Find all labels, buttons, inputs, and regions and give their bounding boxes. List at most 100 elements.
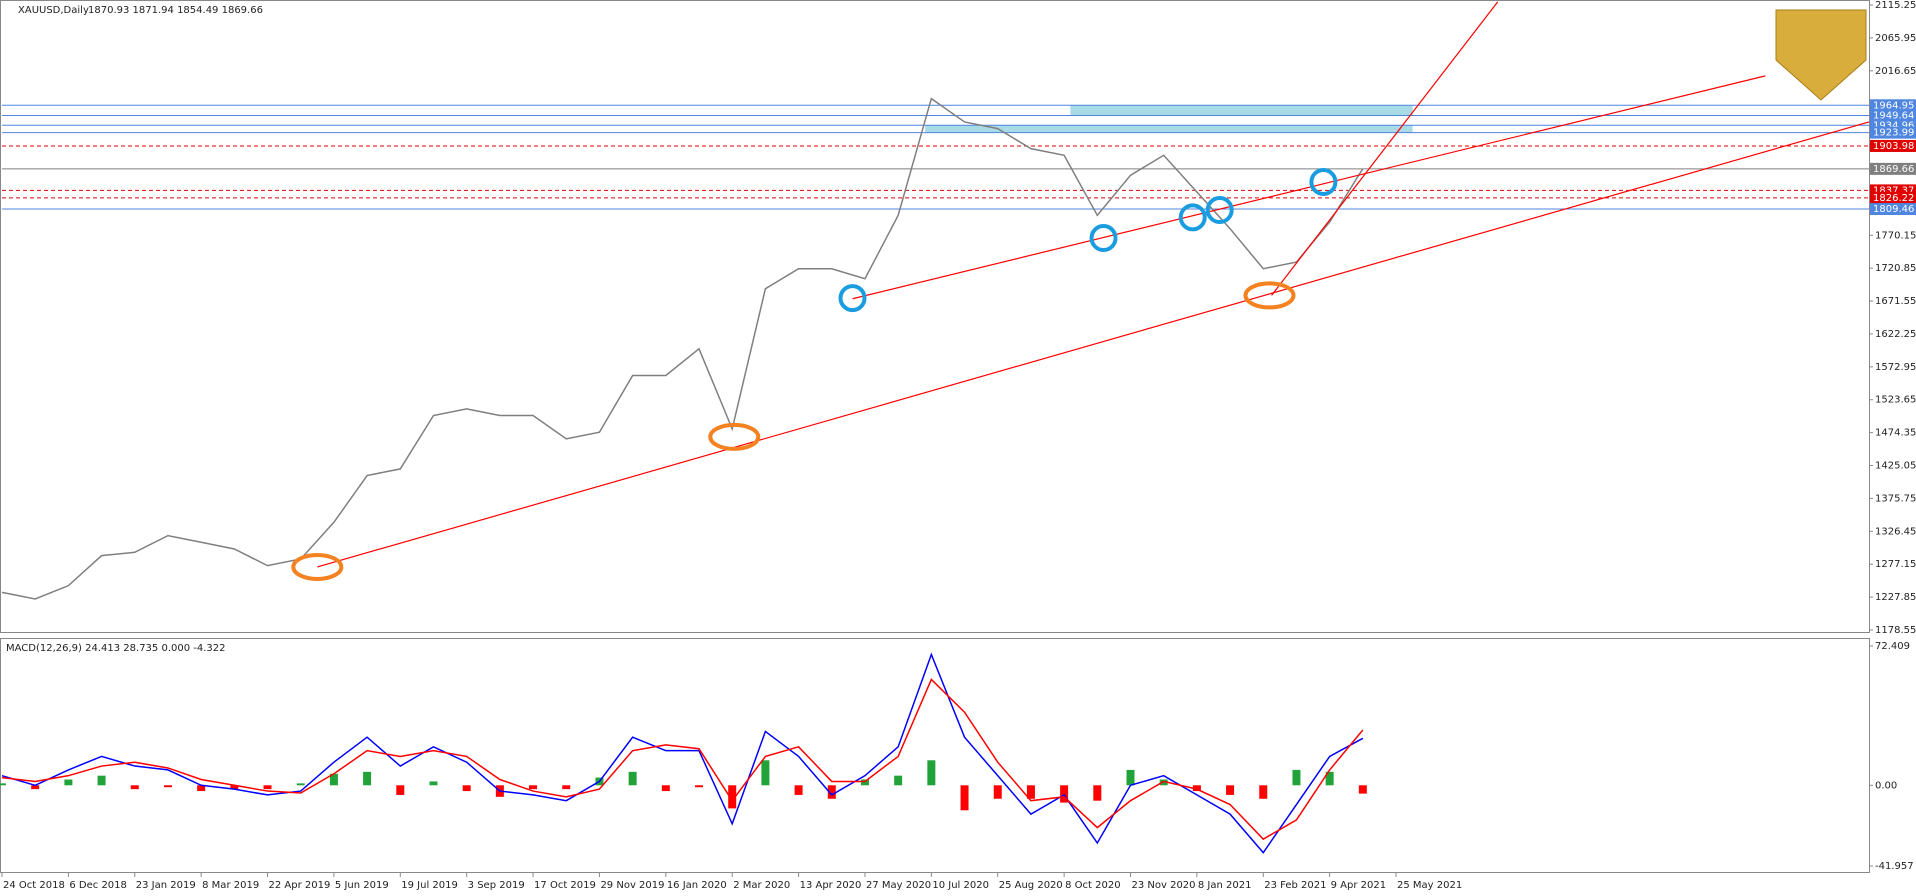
x-tick-label: 8 Oct 2020 (1065, 880, 1120, 891)
chart-title: XAUUSD,Daily (18, 5, 89, 16)
level-tag (1870, 139, 1916, 152)
y-tick-label: 1178.55 (1875, 625, 1916, 636)
histogram-bar (64, 779, 73, 786)
price-line (1, 97, 1364, 600)
histogram-bar (1026, 785, 1035, 799)
y-tick-label: 2016.65 (1875, 66, 1916, 77)
y-tick-label: 1671.55 (1875, 296, 1916, 307)
histogram-bar (661, 785, 670, 792)
histogram-bar (628, 771, 637, 786)
x-tick-label: 23 Jan 2019 (136, 880, 196, 891)
level-label: 1809.46 (1873, 204, 1914, 215)
y-tick-label: 1523.65 (1875, 395, 1916, 406)
histogram-bar (1226, 785, 1235, 795)
histogram-bar (429, 781, 438, 786)
level-label: 1869.66 (1873, 164, 1914, 175)
x-tick-label: 23 Feb 2021 (1264, 880, 1326, 891)
histogram-bar (1060, 785, 1069, 803)
x-tick-label: 10 Jul 2020 (932, 880, 989, 891)
price-panel (0, 0, 1870, 633)
histogram-bar (860, 779, 869, 786)
x-tick-label: 16 Jan 2020 (667, 880, 727, 891)
histogram-bar (1325, 771, 1334, 786)
x-tick-label: 29 Nov 2019 (600, 880, 664, 891)
x-tick-label: 25 Aug 2020 (999, 880, 1063, 891)
level-label: 1934.96 (1873, 120, 1914, 131)
x-tick-label: 22 Apr 2019 (269, 880, 331, 891)
histogram-bar (163, 785, 172, 788)
histogram-bar (0, 783, 6, 786)
highlight (838, 284, 867, 313)
x-tick-label: 25 May 2021 (1397, 880, 1462, 891)
chart-subtitle: 1870.93 1871.94 1854.49 1869.66 (88, 5, 263, 16)
histogram-bar (31, 785, 40, 790)
highlight (291, 552, 344, 581)
level-label: 1826.22 (1873, 193, 1914, 204)
histogram-bar (1192, 785, 1201, 792)
y-tick-label: -41.957 (1875, 861, 1914, 872)
histogram-bar (329, 773, 338, 786)
histogram-bar (1358, 785, 1367, 794)
histogram-bar (695, 785, 704, 788)
level-tag (1870, 126, 1916, 139)
x-tick-label: 5 Jun 2019 (335, 880, 389, 891)
histogram-bar (1093, 785, 1102, 801)
histogram-bar (1259, 785, 1268, 799)
highlight (1243, 281, 1296, 310)
histogram-bar (794, 785, 803, 795)
x-tick-label: 8 Mar 2019 (202, 880, 259, 891)
histogram-bar (97, 775, 106, 786)
y-tick-label: 1572.95 (1875, 362, 1916, 373)
level-tag (1870, 203, 1916, 216)
zone (1070, 105, 1413, 116)
y-tick-label: 1326.45 (1875, 526, 1916, 537)
zone (925, 125, 1413, 133)
trendline (317, 121, 1870, 568)
level-label: 1923.99 (1873, 128, 1914, 139)
histogram-bar (993, 785, 1002, 799)
x-tick-label: 8 Jan 2021 (1198, 880, 1252, 891)
trendline (852, 75, 1766, 300)
x-tick-label: 2 Mar 2020 (733, 880, 790, 891)
histogram-bar (462, 785, 471, 792)
y-tick-label: 1277.15 (1875, 559, 1916, 570)
y-tick-label: 2115.25 (1875, 0, 1916, 11)
macd-panel (0, 638, 1870, 873)
trendline (1271, 1, 1499, 296)
logo (1775, 9, 1867, 101)
histogram-bar (927, 760, 936, 786)
histogram-bar (363, 771, 372, 786)
y-tick-label: 1425.05 (1875, 461, 1916, 472)
highlight (708, 422, 761, 451)
x-tick-label: 17 Oct 2019 (534, 880, 596, 891)
highlight (1309, 167, 1338, 196)
macd-line (1, 678, 1364, 841)
level-label: 1964.95 (1873, 100, 1914, 111)
y-tick-label: 2065.95 (1875, 33, 1916, 44)
x-tick-label: 23 Nov 2020 (1131, 880, 1195, 891)
histogram-bar (197, 785, 206, 792)
y-tick-label: 1474.35 (1875, 428, 1916, 439)
histogram-bar (960, 785, 969, 811)
level-label: 1903.98 (1873, 141, 1914, 152)
histogram-bar (728, 785, 737, 809)
level-tag (1870, 191, 1916, 204)
histogram-bar (130, 785, 139, 790)
histogram-bar (396, 785, 405, 795)
histogram-bar (1126, 769, 1135, 786)
macd-line (1, 652, 1364, 854)
level-tag (1870, 109, 1916, 122)
x-tick-label: 6 Dec 2018 (69, 880, 127, 891)
macd-title: MACD(12,26,9) 24.413 28.735 0.000 -4.322 (6, 643, 226, 654)
highlight (1089, 224, 1118, 253)
histogram-bar (894, 775, 903, 786)
histogram-bar (296, 783, 305, 786)
x-tick-label: 27 May 2020 (866, 880, 931, 891)
highlight (1178, 203, 1207, 232)
histogram-bar (1159, 779, 1168, 786)
histogram-bar (263, 785, 272, 790)
x-tick-label: 9 Apr 2021 (1331, 880, 1386, 891)
y-tick-label: 1770.15 (1875, 230, 1916, 241)
